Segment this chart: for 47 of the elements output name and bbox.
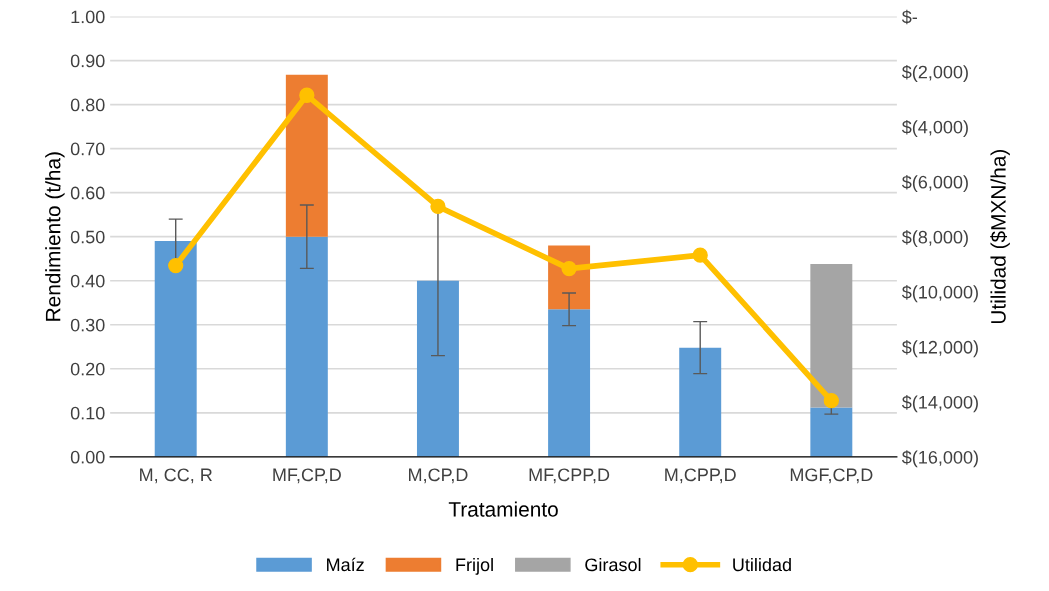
bar	[810, 407, 853, 457]
bar	[285, 236, 328, 457]
y-tick-label: 0.90	[70, 54, 105, 68]
y2-tick-label: $(8,000)	[901, 230, 968, 248]
x-axis-title: Tratamiento	[448, 501, 558, 517]
y2-tick-label: $(16,000)	[901, 450, 978, 468]
y-tick-label: 0.20	[70, 362, 105, 376]
point	[561, 260, 577, 277]
x-tick-label: MGF,CP,D	[790, 468, 873, 484]
x-tick-label: MF,CPP,D	[529, 468, 610, 484]
bar	[154, 241, 197, 457]
y-tick-label: 0.00	[70, 450, 105, 464]
point	[692, 247, 708, 263]
y-tick-label: 0.50	[70, 230, 105, 244]
x-tick-label: MF,CP,D	[273, 468, 341, 484]
y2-tick-label: $(4,000)	[901, 119, 968, 138]
legend-label: Girasol	[585, 557, 641, 572]
y-tick-label: 0.80	[70, 98, 105, 112]
legend-label: Utilidad	[733, 557, 791, 572]
point	[299, 87, 315, 103]
bar	[285, 74, 328, 237]
x-tick-label: M, CC, R	[140, 468, 212, 484]
bar	[416, 280, 459, 457]
x-tick-label: M,CP,D	[409, 468, 468, 484]
legend-label: Maíz	[327, 557, 364, 572]
y-tick-label: 0.60	[70, 186, 105, 200]
y2-axis-title: Utilidad ($MXN/ha)	[990, 149, 1010, 324]
x-tick-label: M,CPP,D	[665, 468, 736, 484]
y2-tick-label: $(10,000)	[901, 285, 978, 303]
y2-tick-label: $(12,000)	[901, 340, 978, 358]
y2-tick-label: $-	[901, 9, 918, 25]
point	[168, 257, 184, 274]
point	[430, 198, 446, 215]
y-tick-label: 0.40	[70, 274, 105, 288]
point	[823, 393, 839, 409]
y-tick-label: 0.70	[70, 142, 105, 156]
y-tick-label: 0.30	[70, 318, 105, 332]
y2-tick-label: $(14,000)	[901, 395, 978, 413]
y2-tick-label: $(6,000)	[901, 174, 968, 193]
y-tick-label: 0.10	[70, 406, 105, 420]
bar	[679, 347, 722, 457]
bar	[548, 309, 591, 457]
y2-tick-label: $(2,000)	[901, 64, 968, 82]
y-tick-label: 1.00	[71, 10, 105, 24]
y-axis-title: Rendimiento (t/ha)	[45, 152, 65, 321]
bar	[810, 263, 853, 408]
legend-label: Frijol	[456, 557, 493, 575]
